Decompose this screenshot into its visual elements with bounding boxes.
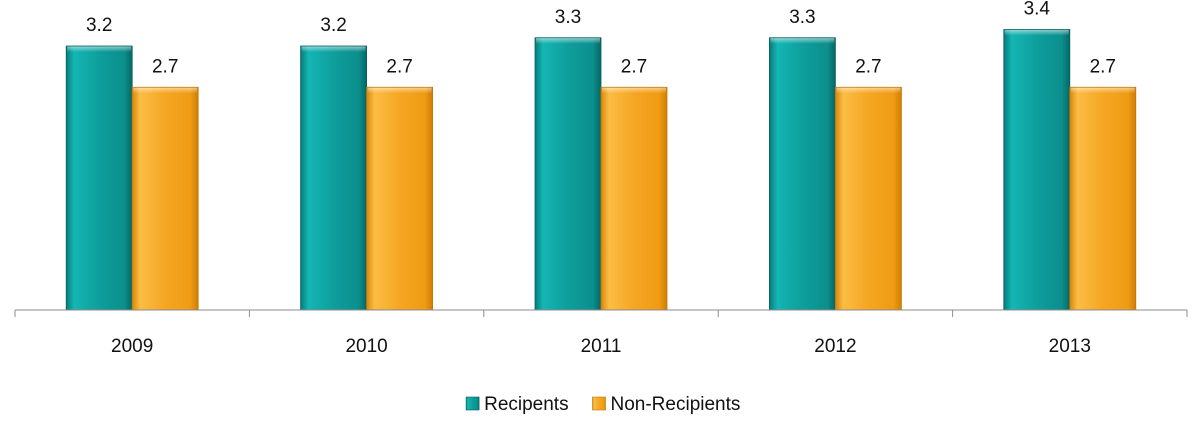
x-tick-label: 2013: [1049, 336, 1091, 357]
bar-bevel: [836, 87, 901, 94]
x-tick-label: 2009: [111, 336, 153, 357]
bar-bevel: [301, 46, 366, 52]
bar-bevel: [602, 87, 666, 94]
legend-label: Recipents: [484, 394, 568, 415]
x-tick-label: 2011: [581, 336, 622, 357]
bar-recipents-2011: [534, 37, 602, 311]
bar-body: [835, 87, 902, 310]
bar-non-recipients-2011: [600, 86, 668, 311]
bar-non-recipients-2010: [366, 86, 434, 311]
legend-swatch: [592, 396, 606, 411]
bar-bevel: [67, 46, 132, 52]
data-label: 3.2: [320, 15, 346, 36]
data-label: 3.2: [86, 15, 112, 36]
data-label: 2.7: [386, 56, 412, 77]
bar-body: [535, 37, 601, 310]
legend-label: Non-Recipients: [611, 394, 741, 415]
data-labels-layer: 3.2 2.7 3.2 2.7 3.3 2.7 3.3 2.7 3.4 2.7: [86, 0, 1116, 77]
bar-body: [300, 46, 367, 310]
data-label: 3.4: [1024, 0, 1051, 20]
x-axis: 2009 2010 2011 2012 2013: [14, 309, 1188, 357]
bar-recipents-2009: [65, 45, 133, 311]
bar-bevel: [770, 37, 835, 44]
bars-layer: [65, 29, 1137, 311]
bar-body: [1069, 87, 1136, 310]
data-label: 2.7: [621, 56, 647, 77]
bar-bevel: [1070, 87, 1135, 94]
bar-body: [132, 87, 199, 310]
bar-body: [366, 87, 433, 310]
data-label: 3.3: [789, 7, 815, 28]
bar-body: [601, 87, 667, 310]
bar-bevel: [367, 87, 432, 94]
bar-non-recipients-2013: [1069, 86, 1137, 311]
bar-recipents-2012: [769, 37, 836, 311]
data-label: 3.3: [555, 7, 581, 28]
bar-body: [769, 37, 836, 310]
bar-recipents-2013: [1003, 29, 1071, 311]
bar-body: [66, 46, 133, 310]
bar-non-recipients-2009: [131, 86, 199, 311]
legend-swatch: [465, 396, 480, 411]
x-tick-label: 2010: [345, 336, 387, 357]
legend-item-non-recipients: Non-Recipients: [592, 394, 741, 415]
x-tick-label: 2012: [814, 336, 856, 357]
bar-bevel: [133, 87, 198, 94]
legend: Recipents Non-Recipients: [465, 394, 741, 415]
legend-item-recipents: Recipents: [465, 394, 569, 415]
bar-bevel: [1004, 29, 1069, 36]
bar-body: [1003, 29, 1070, 310]
bar-bevel: [536, 37, 600, 44]
data-label: 2.7: [152, 56, 178, 77]
bar-non-recipients-2012: [835, 86, 902, 311]
data-label: 2.7: [855, 56, 881, 77]
bar-recipents-2010: [300, 45, 368, 311]
data-label: 2.7: [1090, 56, 1116, 77]
